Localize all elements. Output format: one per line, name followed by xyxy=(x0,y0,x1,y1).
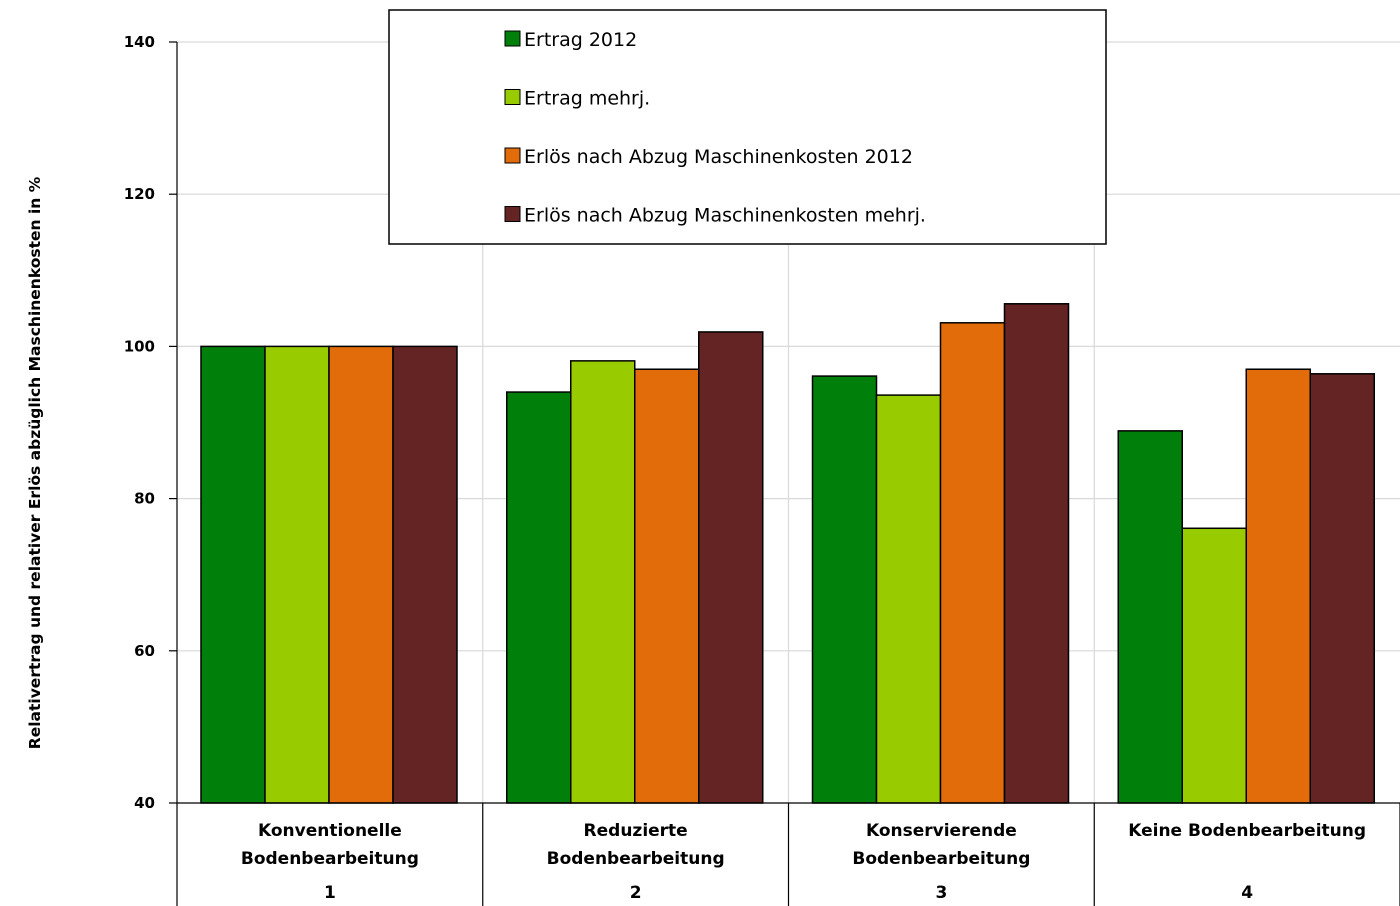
bar xyxy=(939,322,1006,804)
legend-swatch xyxy=(504,89,521,105)
legend-swatch xyxy=(504,30,521,47)
y-tick-label: 60 xyxy=(134,642,155,660)
y-tick-label: 140 xyxy=(124,33,155,51)
legend-label: Erlös nach Abzug Maschinenkosten mehrj. xyxy=(524,205,926,227)
category-label: Konservierende xyxy=(866,821,1017,841)
legend-label: Erlös nach Abzug Maschinenkosten 2012 xyxy=(524,146,913,168)
y-tick-labels: 40 60 80 100 120 140 xyxy=(124,33,155,812)
bar xyxy=(264,345,330,804)
category-number: 3 xyxy=(935,883,947,903)
category-label: Konventionelle xyxy=(258,821,402,841)
category-number: 2 xyxy=(630,883,642,903)
category-label: Bodenbearbeitung xyxy=(852,849,1030,869)
legend: Ertrag 2012 Ertrag mehrj. Erlös nach Abzug… xyxy=(388,9,1107,245)
bar xyxy=(698,331,764,804)
bar xyxy=(811,375,878,804)
category-label: Reduzierte xyxy=(584,821,688,841)
y-axis-label: Relativertrag und relativer Erlös abzügl… xyxy=(26,176,44,749)
bar xyxy=(1003,303,1070,804)
legend-label: Ertrag mehrj. xyxy=(524,88,650,110)
bars xyxy=(200,303,1375,804)
bar xyxy=(200,345,266,804)
bar xyxy=(1181,527,1247,804)
legend-swatch xyxy=(504,147,521,164)
category-label: Bodenbearbeitung xyxy=(547,849,725,869)
bar xyxy=(1117,430,1183,804)
bar xyxy=(570,360,636,804)
legend-swatch xyxy=(504,206,521,222)
legend-label: Ertrag 2012 xyxy=(524,29,637,51)
bar xyxy=(634,368,700,804)
x-category-labels: Konventionelle Bodenbearbeitung 1 Reduziert… xyxy=(241,821,1366,903)
legend-box xyxy=(388,9,1107,245)
y-tick-label: 100 xyxy=(124,337,155,355)
bar xyxy=(1309,373,1375,804)
bar xyxy=(506,391,572,804)
y-tick-label: 40 xyxy=(134,794,155,812)
bar xyxy=(392,345,458,804)
category-label: Bodenbearbeitung xyxy=(241,849,419,869)
category-number: 1 xyxy=(324,883,336,903)
bar xyxy=(328,345,394,804)
bar xyxy=(875,394,942,804)
axes xyxy=(169,41,1400,906)
y-tick-label: 120 xyxy=(124,185,155,203)
category-label: Keine Bodenbearbeitung xyxy=(1128,821,1366,841)
y-tick-label: 80 xyxy=(134,490,155,508)
bar xyxy=(1245,368,1311,804)
category-number: 4 xyxy=(1241,883,1253,903)
